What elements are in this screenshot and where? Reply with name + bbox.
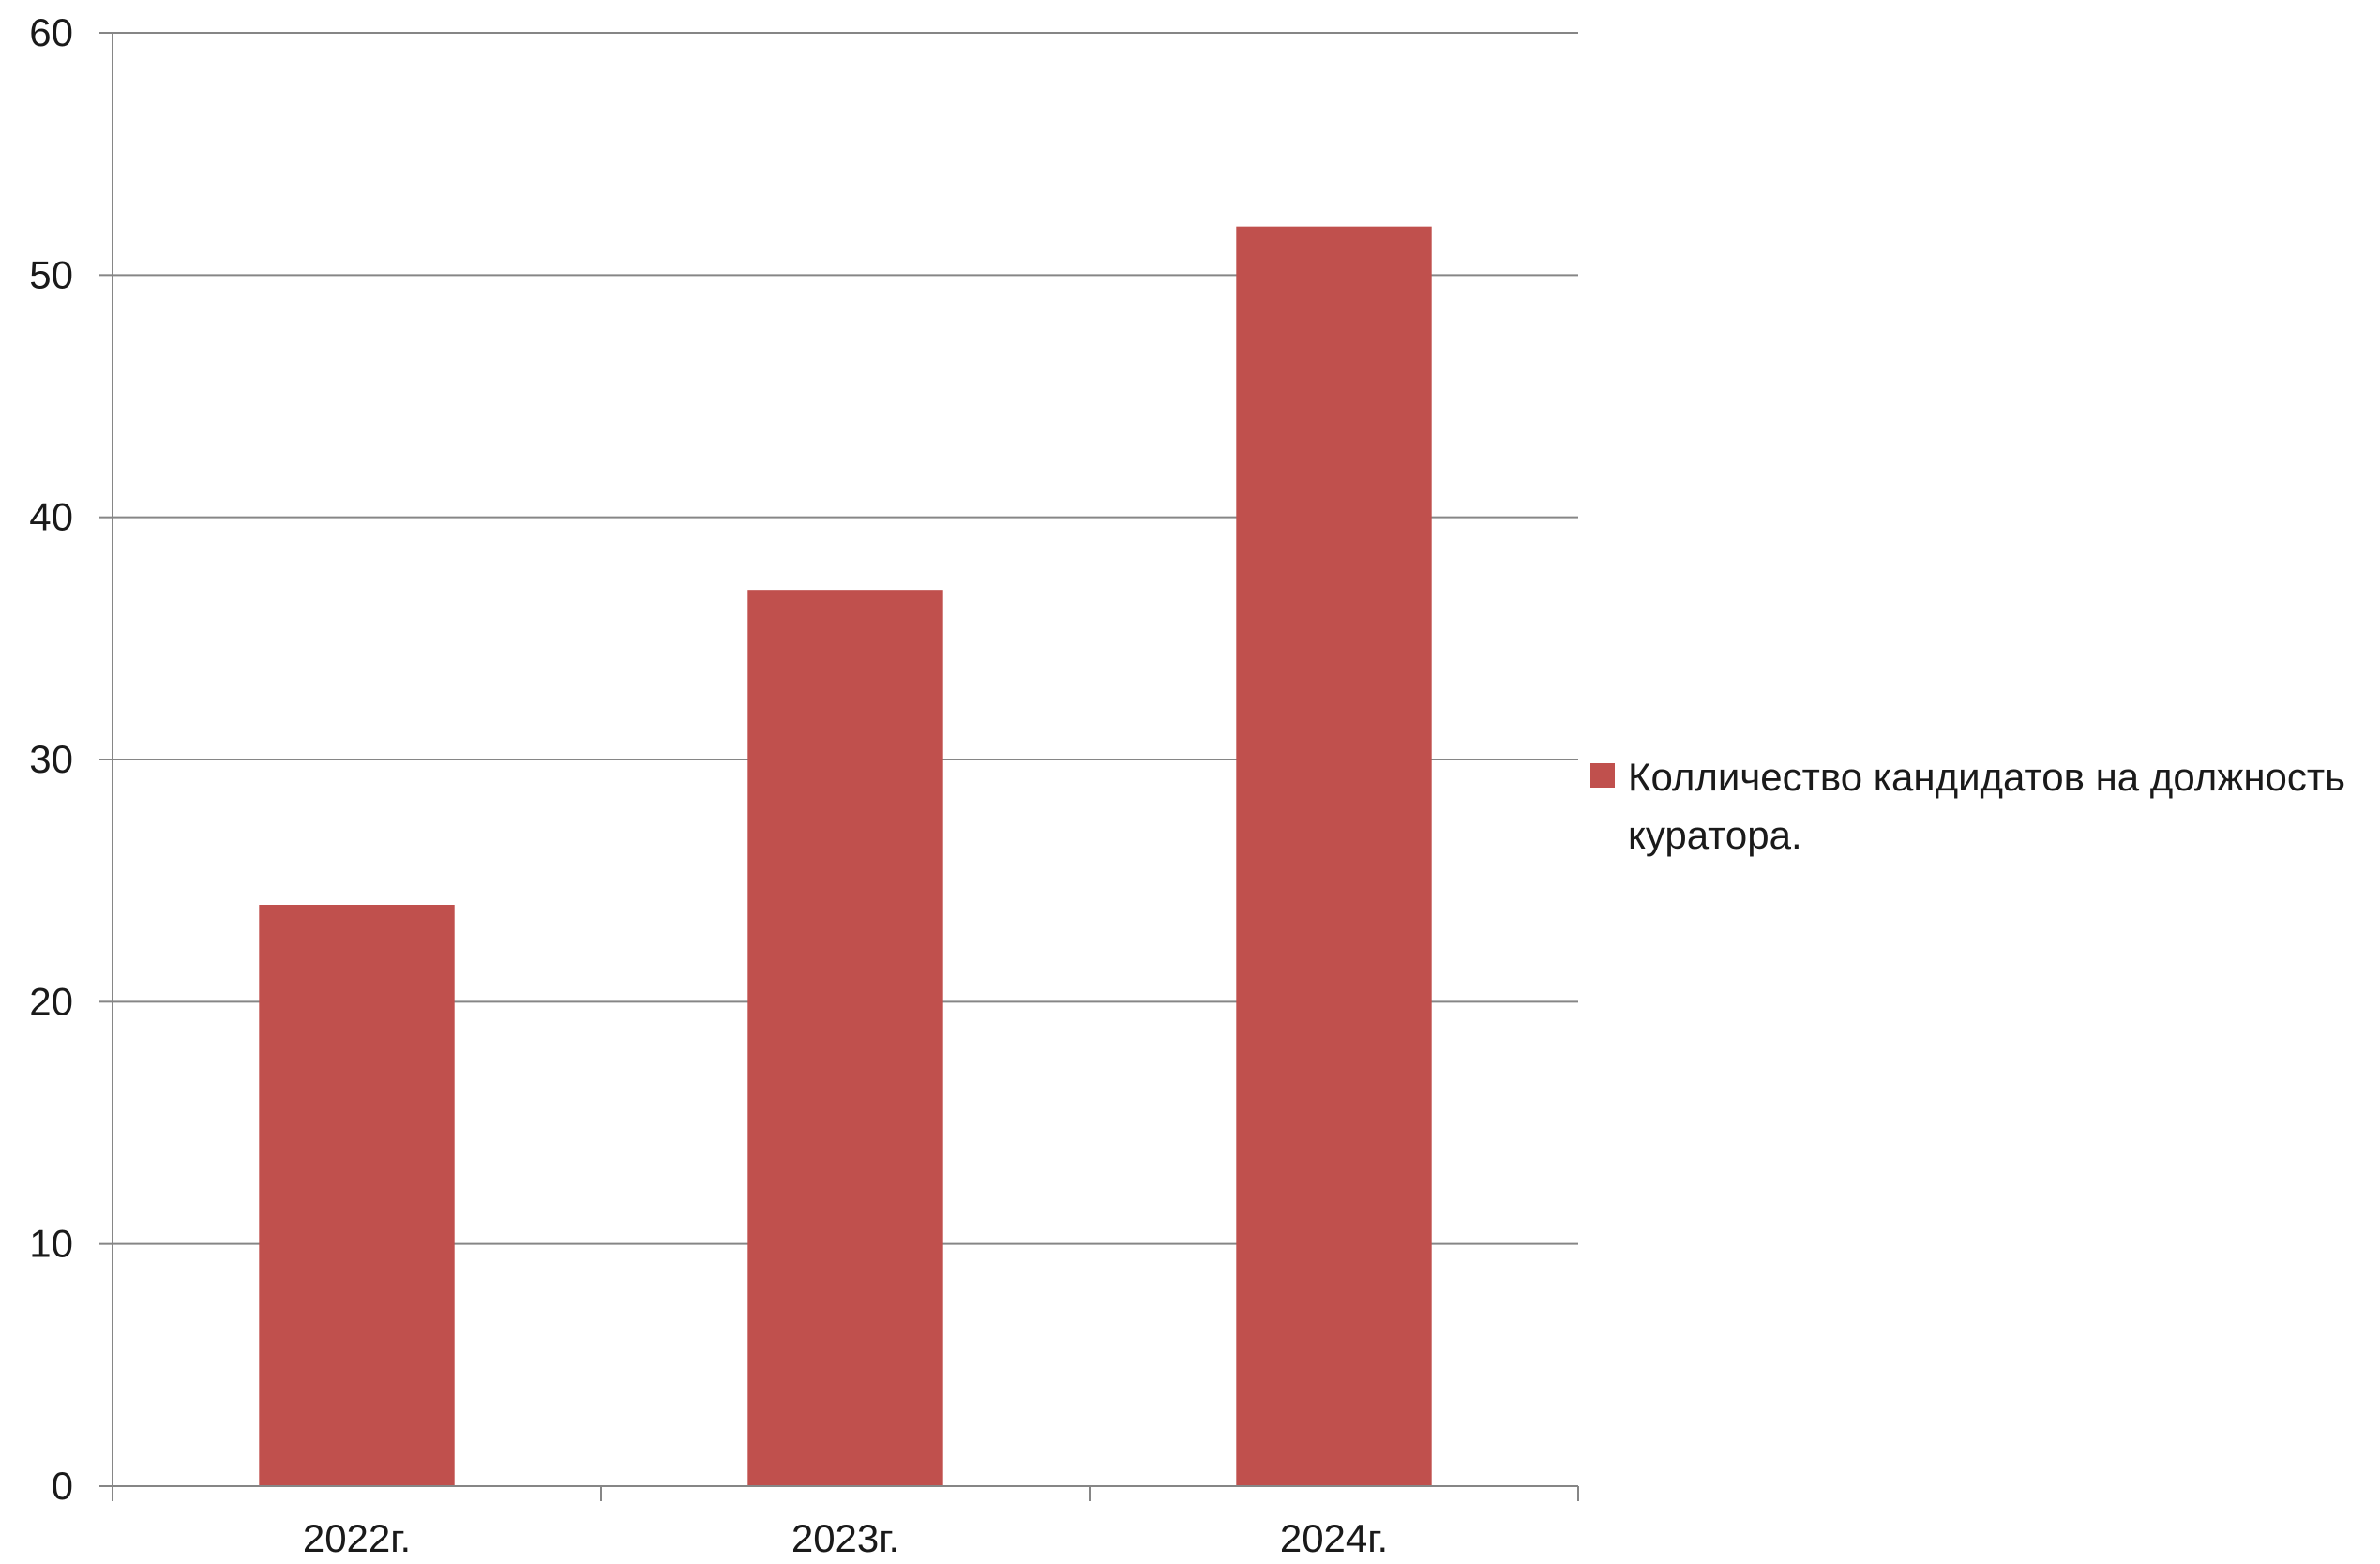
legend-label: Колличество кандидатов на должность кура… bbox=[1628, 755, 2346, 857]
y-tick-label: 30 bbox=[29, 737, 73, 781]
x-tick-label: 2024г. bbox=[1280, 1516, 1388, 1559]
legend-swatch bbox=[1590, 763, 1615, 788]
axes bbox=[99, 32, 1579, 1501]
y-tick-labels: 0 10 20 30 40 50 60 bbox=[29, 10, 73, 1508]
bars bbox=[259, 226, 1432, 1487]
bar-2023г. bbox=[747, 590, 943, 1486]
x-tick-labels: 2022г. 2023г. 2024г. bbox=[303, 1516, 1388, 1560]
x-tick-label: 2023г. bbox=[791, 1516, 899, 1559]
bar-2024г. bbox=[1236, 226, 1432, 1487]
y-tick-label: 0 bbox=[52, 1464, 73, 1508]
bar-2022г. bbox=[259, 905, 455, 1486]
x-tick-label: 2022г. bbox=[303, 1516, 411, 1559]
y-tick-label: 20 bbox=[29, 979, 73, 1023]
y-tick-label: 50 bbox=[29, 252, 73, 296]
legend: Колличество кандидатов на должность кура… bbox=[1590, 748, 2378, 865]
y-tick-label: 40 bbox=[29, 495, 73, 539]
y-tick-label: 60 bbox=[29, 10, 73, 54]
y-tick-label: 10 bbox=[29, 1222, 73, 1266]
